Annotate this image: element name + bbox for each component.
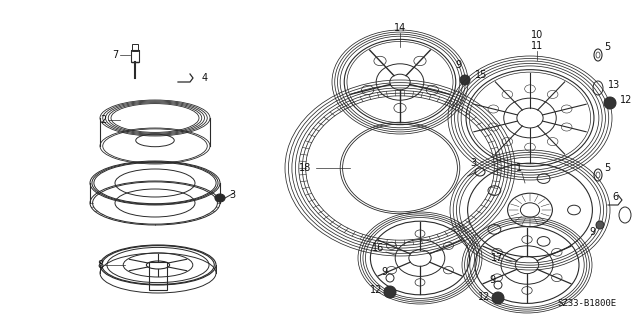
Ellipse shape [492,292,504,304]
Text: SZ33-B1800E: SZ33-B1800E [558,300,617,308]
Text: 14: 14 [394,23,406,33]
Text: 8: 8 [97,260,103,270]
Text: 9: 9 [589,227,595,237]
Text: 15: 15 [475,70,488,80]
Text: 17: 17 [491,253,503,263]
Text: 16: 16 [372,243,384,253]
Text: 1: 1 [516,163,522,173]
Ellipse shape [384,286,396,298]
Text: 5: 5 [604,42,611,52]
Text: 3: 3 [229,190,235,200]
Ellipse shape [604,97,616,109]
Ellipse shape [215,194,225,202]
Bar [149,262,167,290]
Text: 9: 9 [455,60,461,70]
Bar [131,50,139,62]
Ellipse shape [460,75,470,85]
Ellipse shape [596,221,604,229]
Text: 11: 11 [531,41,543,51]
Text: 2: 2 [100,115,106,125]
Text: 3: 3 [470,158,476,168]
Text: 7: 7 [112,50,118,60]
Text: 5: 5 [604,163,611,173]
Text: 9: 9 [489,275,495,285]
Bar [132,44,138,51]
Text: 13: 13 [608,80,620,90]
Text: 12: 12 [620,95,632,105]
Text: 6: 6 [612,192,618,202]
Text: 10: 10 [531,30,543,40]
Text: 12: 12 [370,285,382,295]
Text: 12: 12 [477,292,490,302]
Text: 18: 18 [299,163,311,173]
Text: 9: 9 [381,267,387,277]
Text: 4: 4 [202,73,208,83]
